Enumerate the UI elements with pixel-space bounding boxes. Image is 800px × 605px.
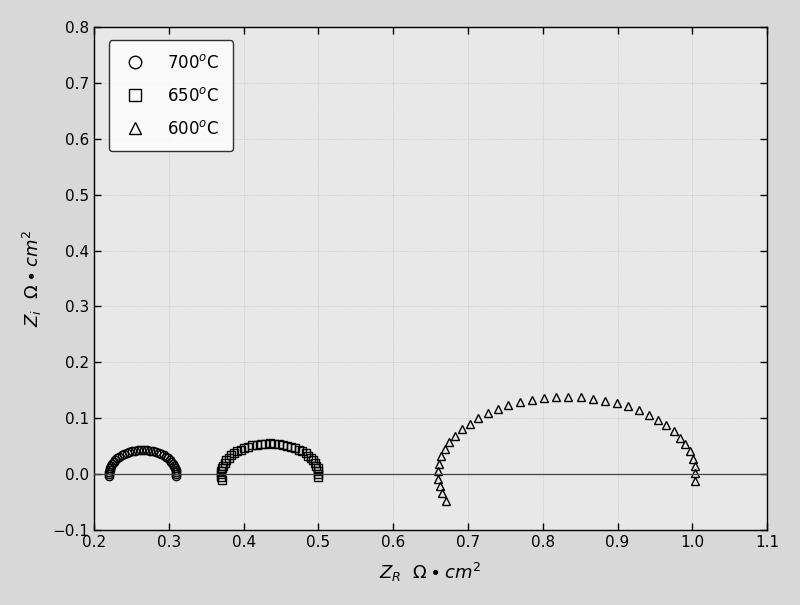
X-axis label: $Z_R$  $\Omega\bullet cm^2$: $Z_R$ $\Omega\bullet cm^2$	[379, 561, 482, 584]
Legend: 700$^o$C, 650$^o$C, 600$^o$C: 700$^o$C, 650$^o$C, 600$^o$C	[109, 40, 233, 151]
Y-axis label: $Z_i$  $\Omega\bullet cm^2$: $Z_i$ $\Omega\bullet cm^2$	[21, 230, 44, 327]
